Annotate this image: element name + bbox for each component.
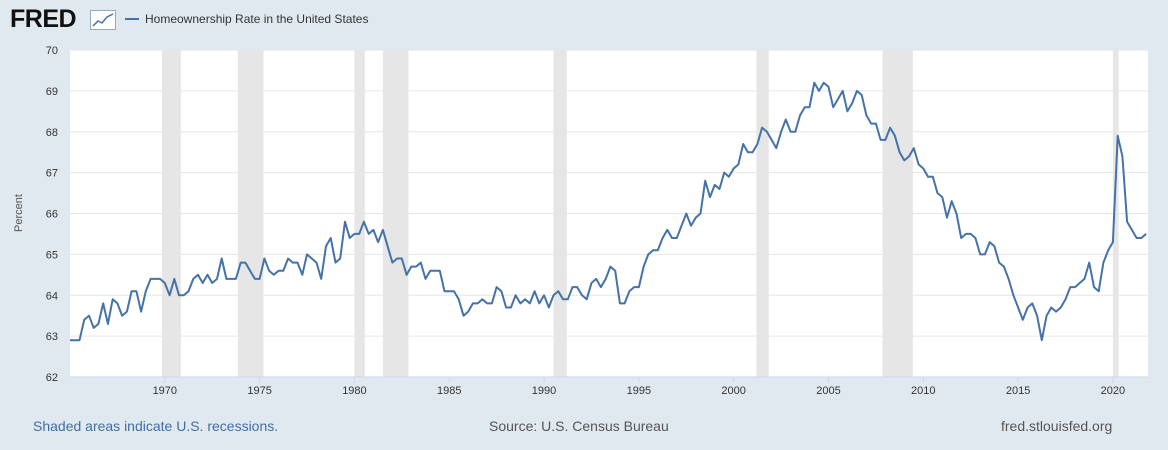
y-tick-label: 65 [46, 249, 58, 261]
x-tick-label: 1995 [627, 385, 651, 397]
y-tick-label: 64 [46, 290, 58, 302]
line-chart: 62 63 64 65 66 67 68 69 70 1970 1975 1980 1985 1990 19… [13, 45, 1148, 397]
logo-graph-icon [90, 10, 116, 30]
y-tick-label: 63 [46, 331, 58, 343]
y-tick-label: 70 [46, 45, 58, 57]
x-tick-label: 1980 [342, 385, 366, 397]
y-tick-label: 68 [46, 127, 58, 139]
y-tick-label: 67 [46, 168, 58, 180]
x-tick-label: 1990 [532, 385, 556, 397]
x-tick-label: 1970 [153, 385, 177, 397]
axes: 62 63 64 65 66 67 68 69 70 1970 1975 1980 1985 1990 19… [46, 45, 1148, 397]
x-tick-label: 1975 [247, 385, 271, 397]
y-tick-label: 69 [46, 86, 58, 98]
logo-text: FRED [10, 5, 77, 33]
fred-logo[interactable]: FRED [10, 5, 77, 34]
y-axis-label: Percent [13, 194, 25, 232]
y-tick-label: 62 [46, 372, 58, 384]
x-tick-label: 2010 [911, 385, 935, 397]
recession-note-link[interactable]: Shaded areas indicate U.S. recessions. [33, 418, 279, 434]
legend-label: Homeownership Rate in the United States [145, 12, 369, 26]
legend-swatch [125, 18, 139, 20]
source-text: Source: U.S. Census Bureau [489, 418, 669, 434]
x-tick-label: 1985 [437, 385, 461, 397]
x-tick-label: 2015 [1006, 385, 1030, 397]
x-tick-label: 2020 [1101, 385, 1125, 397]
fred-url[interactable]: fred.stlouisfed.org [1001, 418, 1113, 434]
series-layer [70, 81, 1147, 342]
series-line-homeownership-rate [70, 81, 1147, 342]
x-tick-label: 2000 [721, 385, 745, 397]
y-tick-label: 66 [46, 209, 58, 221]
x-tick-label: 2005 [816, 385, 840, 397]
legend: Homeownership Rate in the United States [125, 12, 368, 26]
